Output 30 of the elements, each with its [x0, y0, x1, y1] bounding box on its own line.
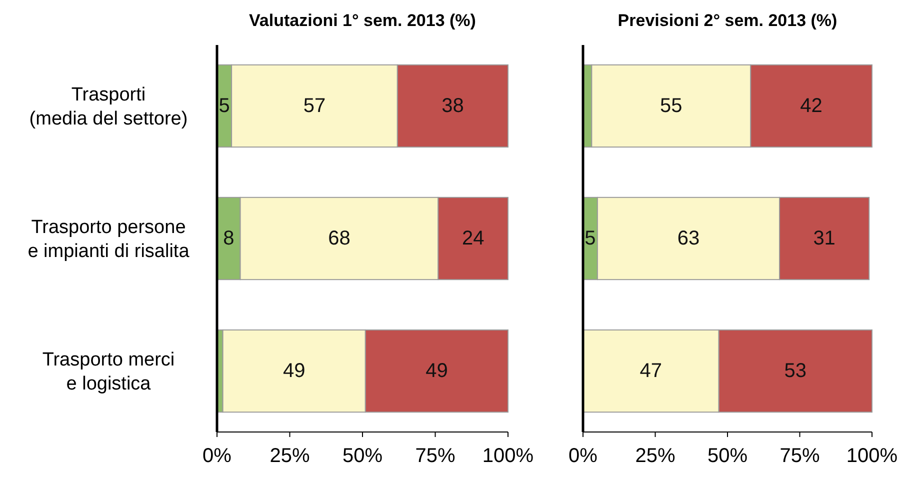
- data-label: 57: [303, 94, 326, 117]
- data-label: 68: [328, 228, 350, 250]
- y-tick-label: Trasporto persone e impianti di risalita: [28, 217, 190, 262]
- x-tick-label: 100%: [846, 445, 898, 467]
- x-tick-label: 25%: [270, 445, 310, 467]
- x-tick-label: 0%: [568, 445, 598, 467]
- x-tick-label: 50%: [342, 445, 383, 467]
- x-tick-label: 100%: [482, 445, 534, 467]
- data-label: 42: [800, 94, 822, 117]
- data-label: 8: [223, 228, 234, 250]
- x-tick-label: 75%: [415, 445, 456, 467]
- x-tick-label: 25%: [635, 445, 676, 467]
- data-label: 31: [813, 228, 836, 250]
- y-tick-label: Trasporto merci e logistica: [42, 350, 175, 395]
- data-label: 38: [442, 94, 464, 117]
- data-label: 24: [462, 228, 484, 250]
- x-tick-label: 0%: [202, 445, 232, 467]
- chart-title: Valutazioni 1° sem. 2013 (%): [249, 11, 476, 30]
- data-label: 63: [677, 228, 700, 250]
- data-label: 55: [660, 94, 682, 117]
- chart-title: Previsioni 2° sem. 2013 (%): [618, 11, 838, 30]
- x-tick-label: 75%: [780, 445, 820, 467]
- data-label: 53: [784, 360, 807, 382]
- data-label: 5: [584, 228, 596, 250]
- data-label: 47: [640, 360, 662, 382]
- x-tick-label: 50%: [707, 445, 748, 467]
- y-tick-label: Trasporti (media del settore): [29, 84, 188, 130]
- data-label: 49: [426, 360, 448, 382]
- data-label: 49: [282, 360, 306, 382]
- data-label: 5: [218, 94, 230, 117]
